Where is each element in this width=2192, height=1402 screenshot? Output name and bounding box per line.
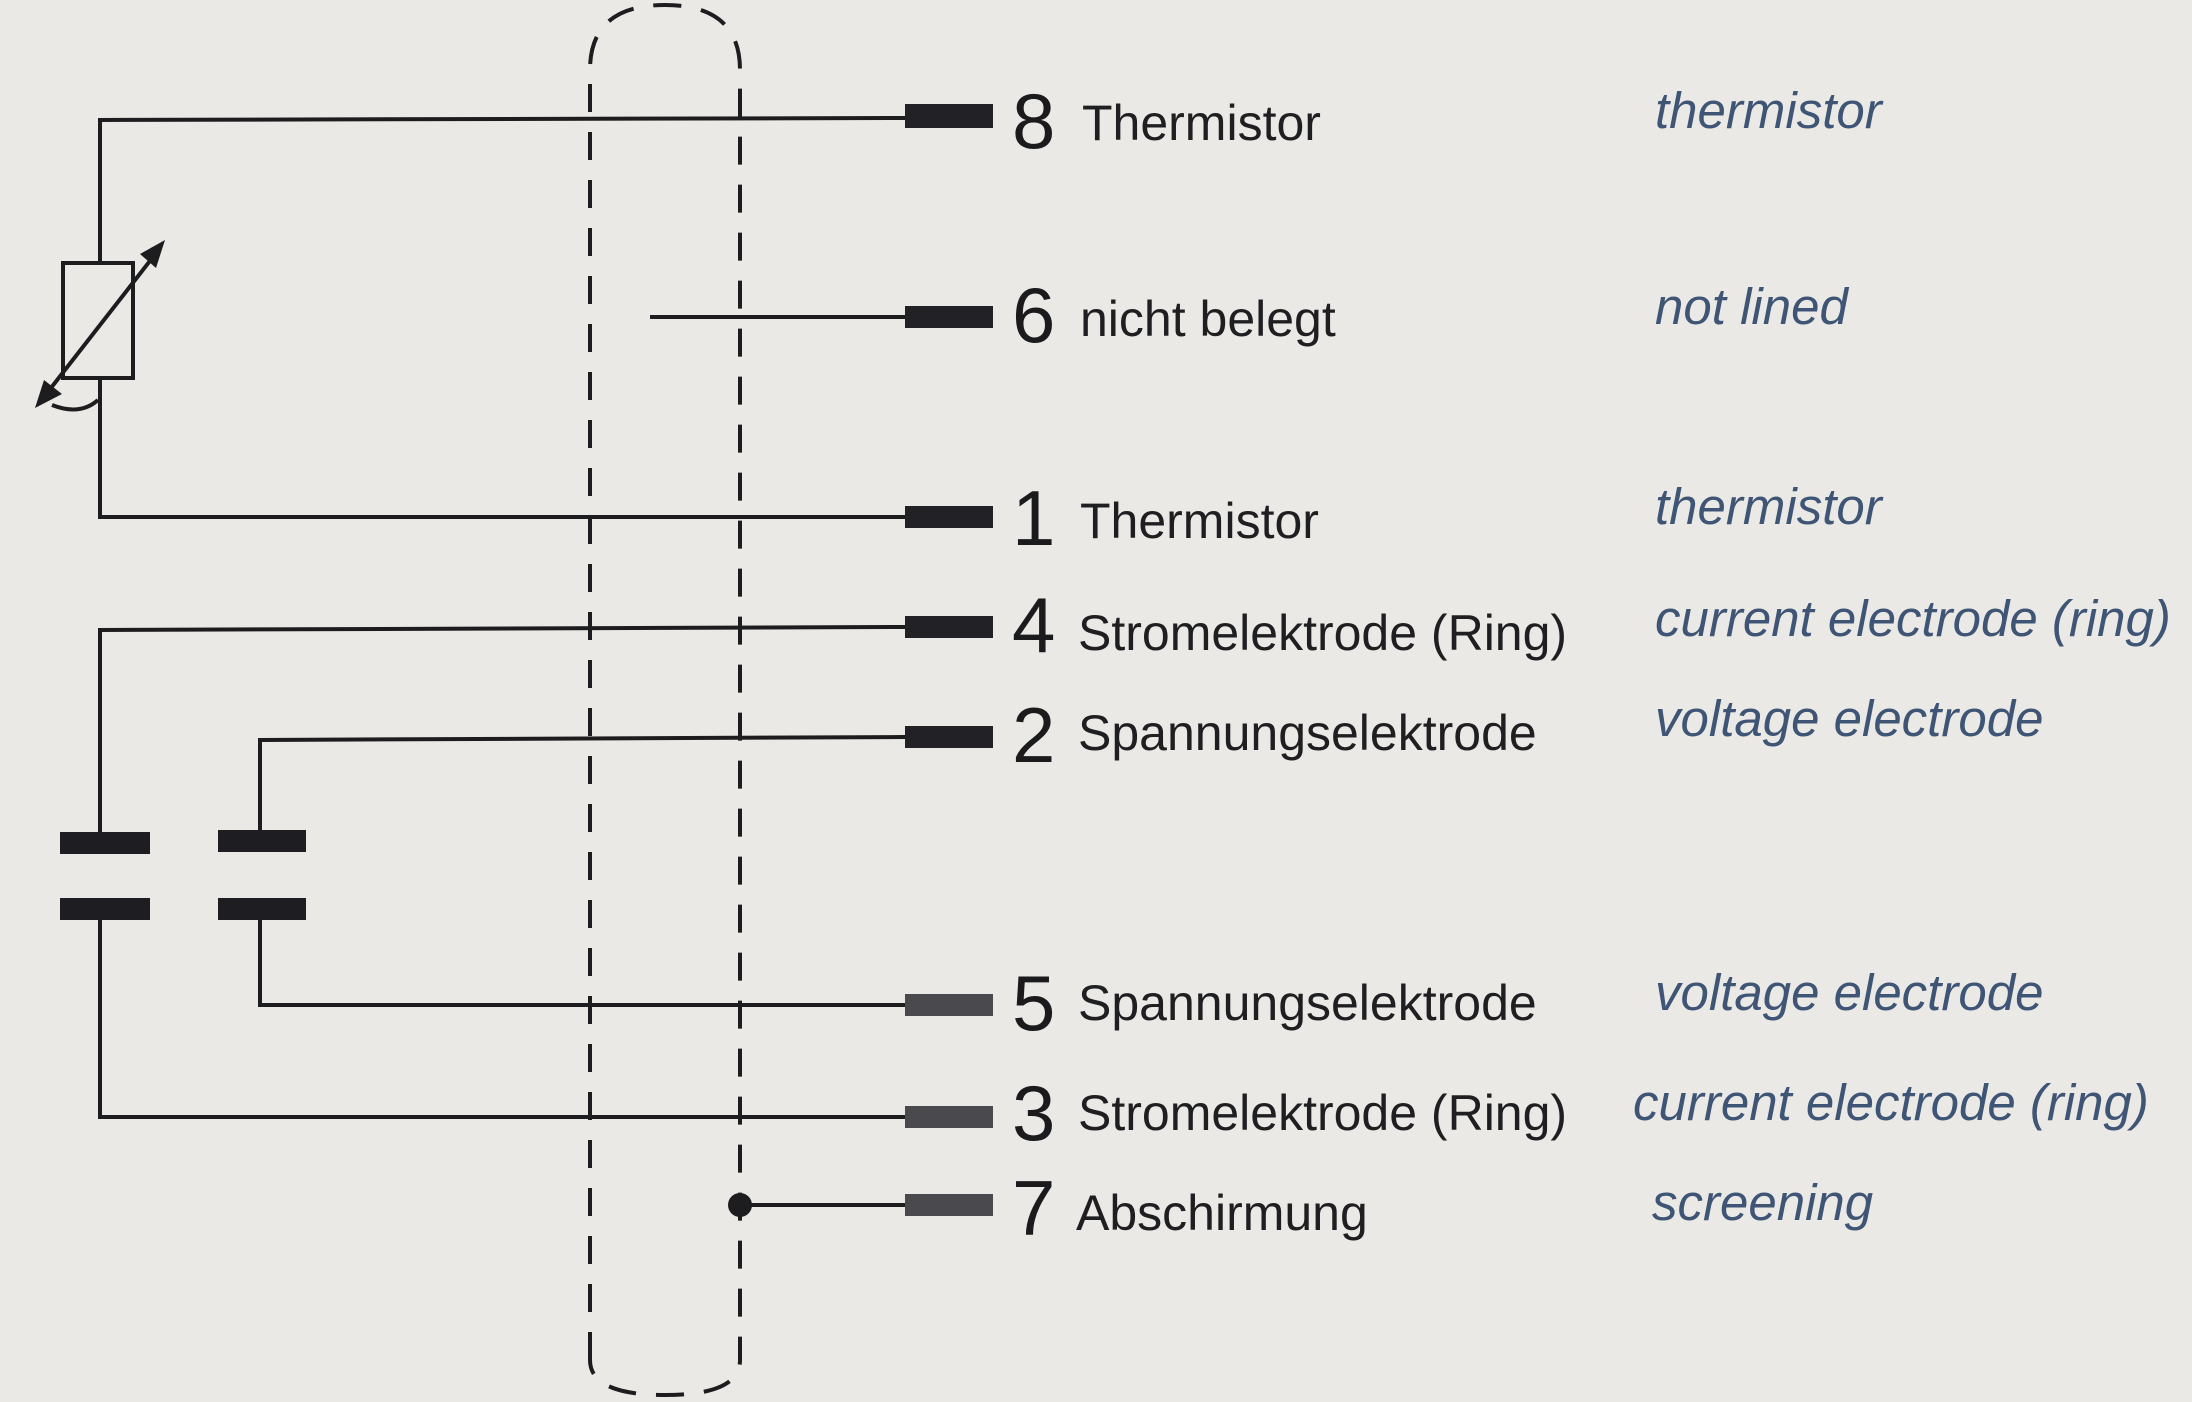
pin-3-contact [905, 1106, 993, 1128]
pin-8-number: 8 [1012, 77, 1055, 165]
pin-2-number: 2 [1012, 691, 1055, 779]
pin-1-contact [905, 506, 993, 528]
pin-8-label-de: Thermistor [1082, 95, 1321, 151]
pin-5-label-en: voltage electrode [1655, 964, 2043, 1021]
thermistor-arrow-shaft [38, 246, 162, 404]
thermistor-arrow-head-bottom [35, 380, 62, 408]
shield-connection-dot [728, 1193, 752, 1217]
pin-6-label-de: nicht belegt [1080, 291, 1336, 347]
wire-pin-3 [98, 908, 905, 1119]
wire-pin-8 [98, 116, 906, 263]
pin-5-number: 5 [1012, 959, 1055, 1047]
pin-4-contact [905, 616, 993, 638]
pin-8-contact [905, 104, 993, 128]
wire-pin-4 [98, 625, 906, 840]
pin-7-contact [905, 1194, 993, 1216]
pin-5-contact [905, 994, 993, 1016]
pin-5-label-de: Spannungselektrode [1078, 975, 1537, 1031]
pin-6-contact [905, 306, 993, 328]
pin-2-contact [905, 726, 993, 748]
pin-1-number: 1 [1012, 474, 1055, 562]
pin-3-number: 3 [1012, 1069, 1055, 1157]
thermistor-circuit [35, 116, 906, 519]
voltage-electrode-plate-top [218, 830, 306, 852]
cable-shield [588, 2, 742, 1398]
pin-7-label-en: screening [1652, 1174, 1873, 1231]
electrode-circuit [60, 625, 906, 1119]
pin-7-number: 7 [1012, 1164, 1055, 1252]
wire-pin-2 [258, 735, 906, 840]
wire-pin-5 [258, 908, 905, 1007]
voltage-electrode-plate-bottom [218, 898, 306, 920]
pin-4-label-de: Stromelektrode (Ring) [1078, 605, 1567, 661]
current-electrode-plate-top [60, 832, 150, 854]
pin-2-label-en: voltage electrode [1655, 690, 2043, 747]
pin-4-label-en: current electrode (ring) [1655, 590, 2171, 647]
pin-2-label-de: Spannungselektrode [1078, 705, 1537, 761]
pin-1-label-de: Thermistor [1080, 493, 1319, 549]
pin-6-label-en: not lined [1655, 278, 1849, 335]
pin-7-label-de: Abschirmung [1076, 1185, 1368, 1241]
thermistor-hook [51, 398, 100, 412]
wire-pin-1 [98, 378, 905, 519]
pin-3-label-de: Stromelektrode (Ring) [1078, 1085, 1567, 1141]
current-electrode-plate-bottom [60, 898, 150, 920]
thermistor-arrow-head-top [140, 240, 165, 268]
pin-4-number: 4 [1012, 581, 1055, 669]
pin-3-label-en: current electrode (ring) [1633, 1074, 2149, 1131]
pin-6-number: 6 [1012, 271, 1055, 359]
pin-8-label-en: thermistor [1655, 82, 1884, 139]
pin-1-label-en: thermistor [1655, 478, 1884, 535]
